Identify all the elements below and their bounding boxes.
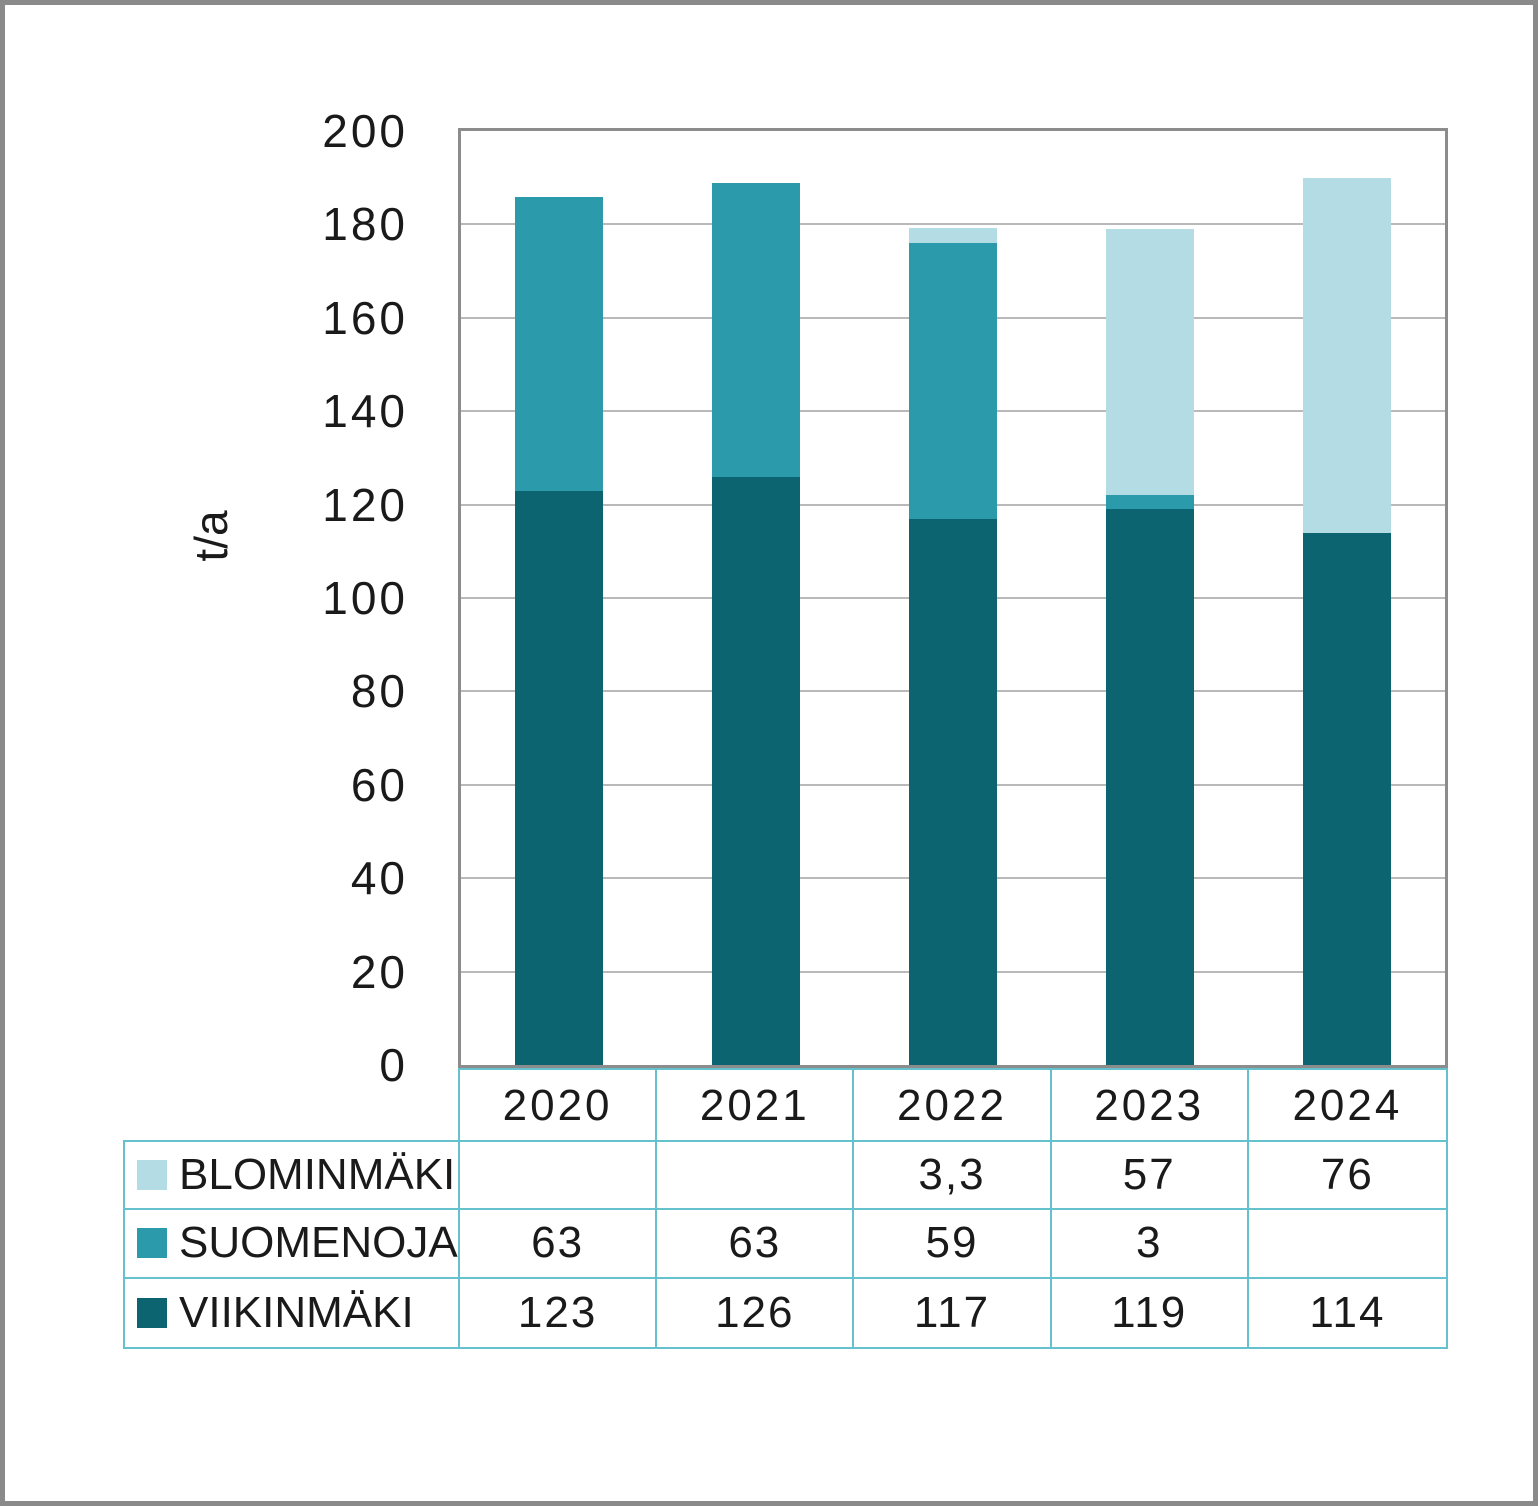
year-header-2021: 2021 <box>657 1070 855 1142</box>
plot-area <box>458 128 1448 1068</box>
bar-2020 <box>515 131 604 1065</box>
legend-swatch-blominmäki <box>137 1160 167 1191</box>
table-cell-blominmäki-2023: 57 <box>1051 1142 1249 1211</box>
bar-segment-viikinmäki-2021 <box>712 477 801 1065</box>
bar-segment-blominmäki-2024 <box>1302 178 1391 533</box>
y-tick-label-0: 0 <box>379 1039 408 1091</box>
table-cell-suomenoja-2024 <box>1248 1210 1446 1279</box>
table-cell-suomenoja-2021: 63 <box>657 1210 855 1279</box>
y-tick-label-140: 140 <box>322 385 408 438</box>
bar-segment-viikinmäki-2020 <box>515 491 604 1065</box>
legend-row-label-blominmäki: BLOMINMÄKI <box>125 1142 460 1211</box>
y-tick-label-100: 100 <box>322 572 408 624</box>
bar-segment-blominmäki-2022 <box>909 228 997 243</box>
year-header-2024: 2024 <box>1292 1081 1403 1130</box>
legend-label-text: VIIKINMÄKI <box>179 1287 414 1337</box>
y-tick-label-40: 40 <box>350 852 408 905</box>
year-header-2023: 2023 <box>1052 1070 1249 1142</box>
year-header-2022: 2022 <box>854 1070 1052 1142</box>
y-tick-label-160: 160 <box>322 291 408 344</box>
y-tick-label-120: 120 <box>322 478 408 531</box>
bar-segment-suomenoja-2022 <box>909 243 997 519</box>
y-tick-label-80: 80 <box>350 665 408 718</box>
bar-segment-viikinmäki-2022 <box>909 519 997 1065</box>
table-cell-viikinmäki-2021: 126 <box>657 1278 855 1347</box>
table-cell-viikinmäki-2020: 123 <box>460 1278 658 1347</box>
legend-row-label-viikinmäki: VIIKINMÄKI <box>125 1278 460 1347</box>
bar-2021 <box>712 131 801 1065</box>
x-axis-year-row: 2020 2021 2022 2023 2024 <box>458 1068 1448 1142</box>
y-tick-label-180: 180 <box>322 198 408 251</box>
year-header-2020: 2020 <box>460 1070 658 1142</box>
table-cell-blominmäki-2022: 3,3 <box>854 1142 1052 1211</box>
legend-swatch-suomenoja <box>137 1228 167 1259</box>
table-cell-suomenoja-2023: 3 <box>1051 1210 1249 1279</box>
table-cell-viikinmäki-2022: 117 <box>854 1278 1052 1347</box>
y-tick-label-60: 60 <box>350 758 408 811</box>
bar-2023 <box>1105 131 1194 1065</box>
bar-2024 <box>1302 131 1391 1065</box>
table-cell-viikinmäki-2024: 114 <box>1309 1287 1386 1337</box>
legend-label-text: SUOMENOJA <box>179 1218 458 1268</box>
legend-row-label-suomenoja: SUOMENOJA <box>125 1210 460 1279</box>
table-cell-blominmäki-2024: 76 <box>1248 1142 1446 1211</box>
y-tick-label-20: 20 <box>350 945 408 998</box>
bar-segment-viikinmäki-2023 <box>1105 509 1194 1065</box>
legend-swatch-viikinmäki <box>137 1297 167 1328</box>
bar-segment-blominmäki-2023 <box>1105 229 1194 495</box>
bar-segment-viikinmäki-2024 <box>1302 533 1391 1065</box>
table-cell-blominmäki-2021 <box>657 1142 855 1211</box>
legend-label-text: BLOMINMÄKI <box>179 1150 456 1200</box>
bar-2022 <box>909 131 997 1065</box>
bar-segment-suomenoja-2021 <box>712 183 801 477</box>
legend-data-table: BLOMINMÄKI 3,3 57 76 SUOMENOJA 63 63 59 3 VIIKINM… <box>123 1140 1448 1349</box>
table-cell-viikinmäki-2023: 119 <box>1052 1278 1249 1347</box>
table-cell-suomenoja-2020: 63 <box>460 1210 658 1279</box>
bar-segment-suomenoja-2020 <box>515 197 604 491</box>
table-cell-blominmäki-2020 <box>460 1142 658 1211</box>
y-tick-label-200: 200 <box>322 105 408 157</box>
table-cell-suomenoja-2022: 59 <box>854 1210 1052 1279</box>
gridline-y180 <box>461 223 1445 226</box>
bar-segment-suomenoja-2023 <box>1105 495 1194 509</box>
